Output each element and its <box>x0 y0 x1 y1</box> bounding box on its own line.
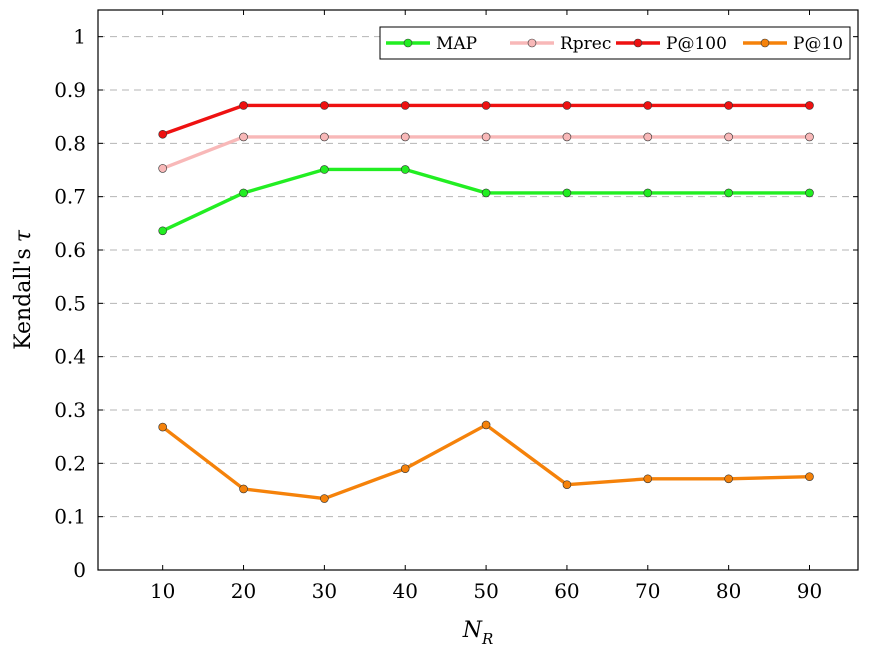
data-point <box>481 420 491 430</box>
plot-series <box>158 101 814 503</box>
legend-label: Rprec <box>560 34 611 54</box>
data-point <box>643 101 653 110</box>
y-axis-title-symbol: τ <box>11 229 36 242</box>
data-point <box>158 129 167 139</box>
data-point <box>400 132 410 142</box>
series-line <box>162 103 810 136</box>
legend-entry: P@100 <box>616 34 727 54</box>
data-point <box>724 474 733 484</box>
y-tick-label: 1 <box>73 25 86 49</box>
series-line <box>162 135 810 170</box>
data-point <box>481 132 491 142</box>
x-tick-label: 40 <box>393 579 418 603</box>
x-tick-label: 70 <box>635 579 660 603</box>
data-point <box>320 494 329 503</box>
data-point <box>158 422 167 432</box>
y-tick-label: 0.6 <box>54 238 86 262</box>
axis-ticks: 0 0.1 0.2 0.3 0.4 0.5 0.6 0.7 0.8 0.9 1 10 20 30 40 50 6… <box>54 10 858 603</box>
series-line <box>161 423 810 501</box>
y-tick-label: 0.9 <box>54 78 86 102</box>
legend-marker <box>760 38 770 48</box>
data-point <box>320 101 329 110</box>
y-tick-label: 0 <box>73 558 86 582</box>
data-point <box>643 188 653 198</box>
series-map <box>158 165 814 236</box>
data-point <box>643 132 653 142</box>
grid-lines <box>98 36 858 518</box>
x-axis-title-subscript: R <box>481 630 493 645</box>
data-point <box>805 188 814 198</box>
data-point <box>805 472 814 481</box>
data-point <box>158 164 167 173</box>
data-point <box>481 101 491 110</box>
series-p-at-10 <box>158 420 814 503</box>
data-point <box>400 101 410 110</box>
data-point <box>320 165 329 174</box>
series-rprec <box>158 132 814 173</box>
series-line <box>161 167 810 233</box>
x-tick-label: 50 <box>473 579 498 603</box>
legend-label: MAP <box>436 34 477 54</box>
legend-marker <box>633 38 643 48</box>
y-tick-label: 0.1 <box>54 505 86 529</box>
data-point <box>400 464 410 473</box>
legend-label: P@10 <box>793 34 843 54</box>
data-point <box>562 101 572 110</box>
y-tick-label: 0.5 <box>54 291 86 315</box>
data-point <box>562 480 572 489</box>
data-point <box>239 101 248 110</box>
y-tick-label: 0.2 <box>54 451 86 475</box>
legend-entry: Rprec <box>510 34 611 54</box>
x-tick-label: 30 <box>312 579 337 603</box>
data-point <box>239 132 248 142</box>
legend-entry: MAP <box>386 34 477 54</box>
data-point <box>562 188 572 198</box>
y-tick-label: 0.7 <box>54 185 86 209</box>
data-point <box>158 226 167 236</box>
y-tick-label: 0.3 <box>54 398 86 422</box>
data-point <box>805 132 814 142</box>
data-point <box>805 101 814 110</box>
y-tick-label: 0.4 <box>54 345 86 369</box>
y-tick-label: 0.8 <box>54 131 86 155</box>
y-axis-title: Kendall's τ <box>11 229 36 350</box>
data-point <box>400 165 410 174</box>
x-axis-title: NR <box>462 618 494 645</box>
plot-frame <box>97 9 859 571</box>
data-point <box>239 188 248 198</box>
series-p-at-100 <box>158 101 814 139</box>
data-point <box>562 132 572 142</box>
data-point <box>320 132 329 142</box>
data-point <box>239 484 248 494</box>
x-tick-label: 80 <box>716 579 741 603</box>
y-axis-title-main: Kendall's <box>11 248 36 350</box>
x-axis-title-main: N <box>462 618 483 643</box>
x-tick-label: 60 <box>554 579 579 603</box>
x-tick-label: 10 <box>150 579 175 603</box>
data-point <box>724 101 733 110</box>
data-point <box>724 132 733 142</box>
legend-marker <box>403 38 413 48</box>
data-point <box>724 188 733 198</box>
x-tick-label: 90 <box>797 579 822 603</box>
data-point <box>481 188 491 198</box>
data-point <box>643 474 653 484</box>
x-tick-label: 20 <box>231 579 256 603</box>
legend-entry: P@10 <box>743 34 843 54</box>
legend: MAP Rprec P@100 P@10 <box>379 26 851 60</box>
legend-label: P@100 <box>666 34 727 54</box>
legend-marker <box>527 38 537 48</box>
